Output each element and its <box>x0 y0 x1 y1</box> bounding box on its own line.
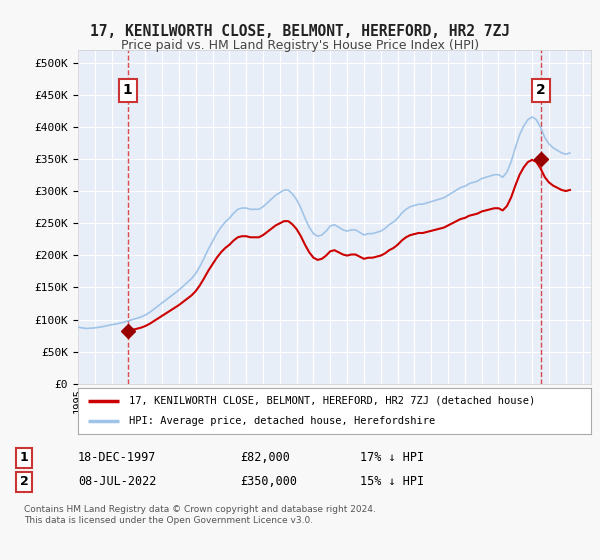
Text: 1: 1 <box>123 83 133 97</box>
Text: 1: 1 <box>20 451 28 464</box>
Text: 17% ↓ HPI: 17% ↓ HPI <box>360 451 424 464</box>
Text: 15% ↓ HPI: 15% ↓ HPI <box>360 475 424 488</box>
Text: 17, KENILWORTH CLOSE, BELMONT, HEREFORD, HR2 7ZJ (detached house): 17, KENILWORTH CLOSE, BELMONT, HEREFORD,… <box>130 396 536 406</box>
Text: 18-DEC-1997: 18-DEC-1997 <box>78 451 157 464</box>
Text: 2: 2 <box>20 475 28 488</box>
Text: 17, KENILWORTH CLOSE, BELMONT, HEREFORD, HR2 7ZJ: 17, KENILWORTH CLOSE, BELMONT, HEREFORD,… <box>90 24 510 39</box>
Text: Price paid vs. HM Land Registry's House Price Index (HPI): Price paid vs. HM Land Registry's House … <box>121 39 479 52</box>
Text: 08-JUL-2022: 08-JUL-2022 <box>78 475 157 488</box>
Text: £350,000: £350,000 <box>240 475 297 488</box>
Text: £82,000: £82,000 <box>240 451 290 464</box>
Text: Contains HM Land Registry data © Crown copyright and database right 2024.
This d: Contains HM Land Registry data © Crown c… <box>24 505 376 525</box>
Text: HPI: Average price, detached house, Herefordshire: HPI: Average price, detached house, Here… <box>130 416 436 426</box>
Text: 2: 2 <box>536 83 546 97</box>
